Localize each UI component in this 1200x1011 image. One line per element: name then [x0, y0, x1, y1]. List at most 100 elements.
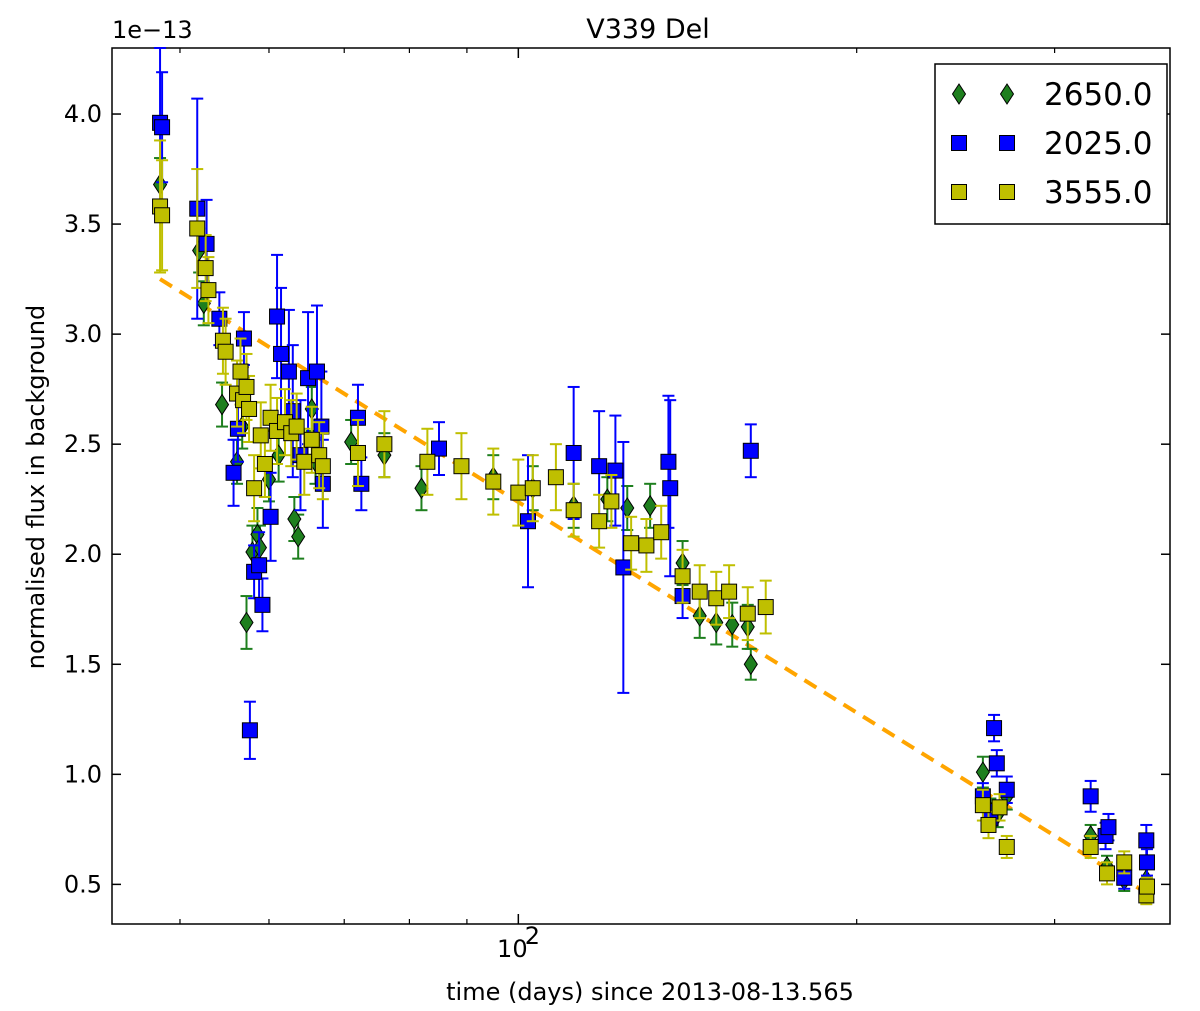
data-point	[1138, 854, 1155, 871]
legend-marker	[951, 135, 967, 151]
data-point	[975, 761, 990, 784]
data-point	[197, 260, 214, 277]
data-point	[643, 494, 658, 517]
data-point	[603, 493, 620, 510]
data-point	[485, 473, 502, 490]
y-tick-label: 2.0	[64, 540, 102, 568]
data-point	[757, 599, 774, 616]
legend-marker	[951, 83, 967, 105]
data-point	[154, 207, 171, 224]
data-point	[200, 282, 217, 299]
data-point	[271, 444, 286, 467]
data-point	[653, 524, 670, 541]
legend-marker	[999, 184, 1015, 200]
data-point	[252, 427, 269, 444]
data-point	[988, 755, 1005, 772]
data-point	[251, 557, 268, 574]
data-point	[1082, 838, 1099, 855]
data-point	[303, 431, 320, 448]
data-point	[288, 418, 305, 435]
data-point	[547, 469, 564, 486]
data-point	[1138, 878, 1155, 895]
legend: 2650.0 2025.0 3555.0	[934, 63, 1168, 225]
y-tick-label: 3.0	[64, 320, 102, 348]
data-point	[565, 502, 582, 519]
y-tick-label: 2.5	[64, 430, 102, 458]
data-point	[273, 345, 290, 362]
data-point	[256, 455, 273, 472]
data-point	[225, 464, 242, 481]
data-point	[743, 653, 758, 676]
data-point	[154, 119, 171, 136]
data-point	[739, 605, 756, 622]
x-tick-label-base: 10	[497, 935, 528, 963]
data-point	[189, 220, 206, 237]
data-point	[524, 480, 541, 497]
data-point	[986, 720, 1003, 737]
data-point	[308, 363, 325, 380]
legend-marker	[999, 83, 1015, 105]
data-point	[662, 480, 679, 497]
data-point	[349, 444, 366, 461]
y-tick-label: 1.0	[64, 760, 102, 788]
data-point	[241, 400, 258, 417]
data-point	[638, 537, 655, 554]
data-point	[991, 799, 1008, 816]
axes-layer: 0.5 1.0 1.5 2.0 2.5 3.0 3.5 4.0 102	[64, 48, 1170, 963]
legend-box	[934, 63, 1168, 225]
data-point	[246, 480, 263, 497]
data-point	[1116, 854, 1133, 871]
data-point	[291, 525, 306, 548]
y-tick-label: 4.0	[64, 100, 102, 128]
data-point	[239, 611, 254, 634]
series-3555.0	[152, 139, 1155, 906]
data-point	[725, 613, 740, 636]
x-tick-label-exponent: 2	[525, 922, 540, 950]
data-point	[591, 513, 608, 530]
y-axis-title: normalised flux in background	[22, 305, 50, 670]
chart-title: V339 Del	[586, 14, 710, 45]
legend-label: 2650.0	[1044, 77, 1152, 113]
data-point	[1138, 832, 1155, 849]
data-point	[721, 583, 738, 600]
data-point	[296, 453, 313, 470]
data-point	[591, 458, 608, 475]
data-point	[1082, 788, 1099, 805]
data-point	[214, 393, 230, 416]
data-point	[353, 475, 370, 492]
data-point	[287, 508, 302, 530]
data-point	[691, 583, 708, 600]
data-point	[238, 378, 255, 395]
legend-label: 3555.0	[1044, 175, 1152, 211]
data-point	[453, 458, 470, 475]
data-point	[280, 363, 297, 380]
data-point	[974, 797, 991, 814]
data-point	[510, 484, 527, 501]
data-point	[414, 477, 429, 500]
y-offset-label: 1e−13	[112, 16, 193, 44]
data-point	[376, 436, 393, 453]
legend-marker	[999, 135, 1015, 151]
y-tick-label: 3.5	[64, 210, 102, 238]
data-point	[623, 535, 640, 552]
x-axis-title: time (days) since 2013-08-13.565	[446, 978, 854, 1006]
data-point	[742, 442, 759, 459]
data-point	[674, 568, 691, 585]
data-point	[232, 363, 249, 380]
data-point	[269, 308, 286, 325]
data-point	[1100, 819, 1117, 836]
data-point	[1099, 865, 1116, 882]
data-point	[565, 444, 582, 461]
data-point	[431, 440, 448, 457]
y-tick-label: 0.5	[64, 870, 102, 898]
legend-label: 2025.0	[1044, 126, 1152, 162]
y-tick-label: 1.5	[64, 650, 102, 678]
series-layer	[152, 47, 1155, 906]
data-point	[262, 508, 279, 525]
data-point	[314, 458, 331, 475]
data-point	[615, 559, 632, 576]
data-point	[217, 343, 234, 360]
data-point	[419, 453, 436, 470]
data-point	[998, 838, 1015, 855]
